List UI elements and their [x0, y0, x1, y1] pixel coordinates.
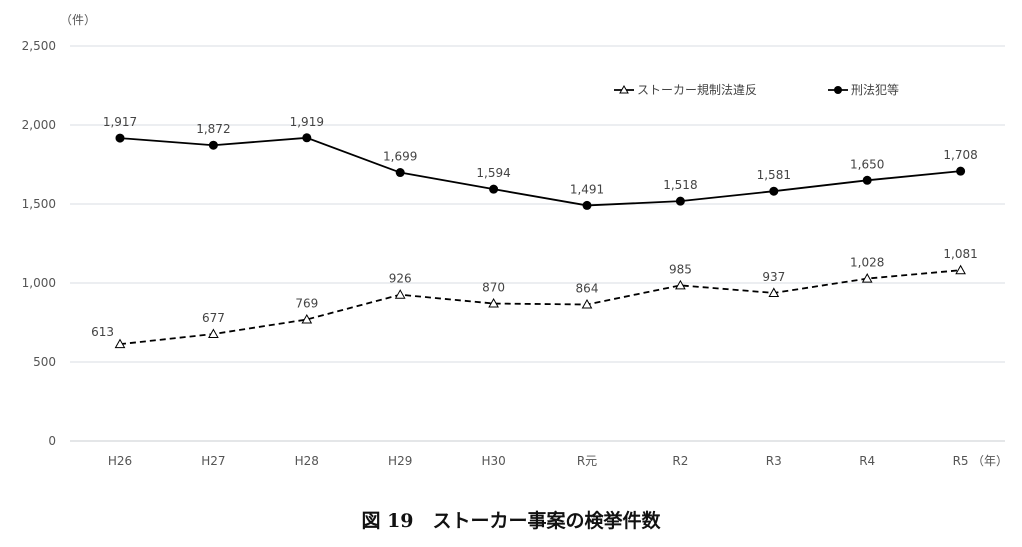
x-tick-label: R3	[766, 454, 782, 468]
data-label: 985	[669, 262, 692, 276]
chart-title: 図 19 ストーカー事案の検挙件数	[361, 510, 661, 532]
data-label: 1,917	[103, 115, 137, 129]
y-tick-label: 1,500	[22, 197, 56, 211]
data-label: 1,581	[757, 168, 791, 182]
y-tick-label: 1,000	[22, 276, 56, 290]
legend-label-1: ストーカー規制法違反	[637, 82, 757, 97]
x-tick-label: R5	[953, 454, 969, 468]
data-point	[208, 328, 219, 339]
y-tick-label: 2,500	[22, 39, 56, 53]
x-tick-label: R元	[577, 454, 597, 468]
x-tick-label: H27	[201, 454, 225, 468]
data-point	[675, 196, 685, 206]
data-label: 1,872	[196, 122, 230, 136]
data-label: 613	[91, 325, 114, 339]
x-tick-label: H29	[388, 454, 412, 468]
data-point	[768, 287, 780, 297]
data-label: 937	[762, 270, 785, 284]
data-label: 1,028	[850, 256, 884, 270]
data-point	[862, 175, 872, 185]
x-axis-unit: （年）	[972, 454, 1008, 468]
data-label: 1,518	[663, 178, 697, 192]
data-point	[956, 166, 966, 176]
data-point	[394, 289, 406, 299]
data-point	[302, 133, 312, 143]
data-label: 677	[202, 311, 225, 325]
data-label: 1,919	[290, 115, 324, 129]
data-label: 870	[482, 281, 505, 295]
y-tick-label: 2,000	[22, 118, 56, 132]
data-point	[489, 184, 499, 194]
data-point	[208, 140, 218, 150]
data-label: 1,081	[943, 247, 977, 261]
data-point	[395, 168, 405, 178]
data-label: 1,650	[850, 157, 884, 171]
data-point	[675, 279, 686, 290]
data-label: 1,491	[570, 182, 604, 196]
data-point	[115, 133, 125, 143]
x-tick-label: H28	[295, 454, 319, 468]
series-line-2	[119, 136, 961, 207]
data-label: 1,708	[943, 148, 977, 162]
data-label: 1,699	[383, 150, 417, 164]
data-point	[582, 200, 592, 210]
data-point	[769, 186, 779, 196]
series-line-1	[119, 269, 961, 346]
data-point	[861, 273, 873, 283]
y-axis-unit: （件）	[60, 13, 96, 27]
y-tick-label: 500	[33, 355, 56, 369]
data-point	[955, 264, 966, 275]
data-point	[488, 298, 499, 308]
data-point	[301, 313, 313, 324]
x-tick-label: H30	[481, 454, 505, 468]
data-point	[581, 298, 593, 309]
data-label: 1,594	[476, 166, 510, 180]
legend-label-2: 刑法犯等	[851, 83, 899, 97]
data-label: 864	[576, 281, 599, 295]
x-tick-label: R2	[672, 454, 688, 468]
x-tick-label: H26	[108, 454, 132, 468]
data-point	[114, 338, 126, 349]
y-tick-label: 0	[48, 434, 56, 448]
data-label: 926	[389, 272, 412, 286]
legend-marker-1	[619, 84, 629, 94]
legend-marker-2	[834, 86, 842, 94]
data-label: 769	[295, 296, 318, 310]
x-tick-label: R4	[859, 454, 875, 468]
